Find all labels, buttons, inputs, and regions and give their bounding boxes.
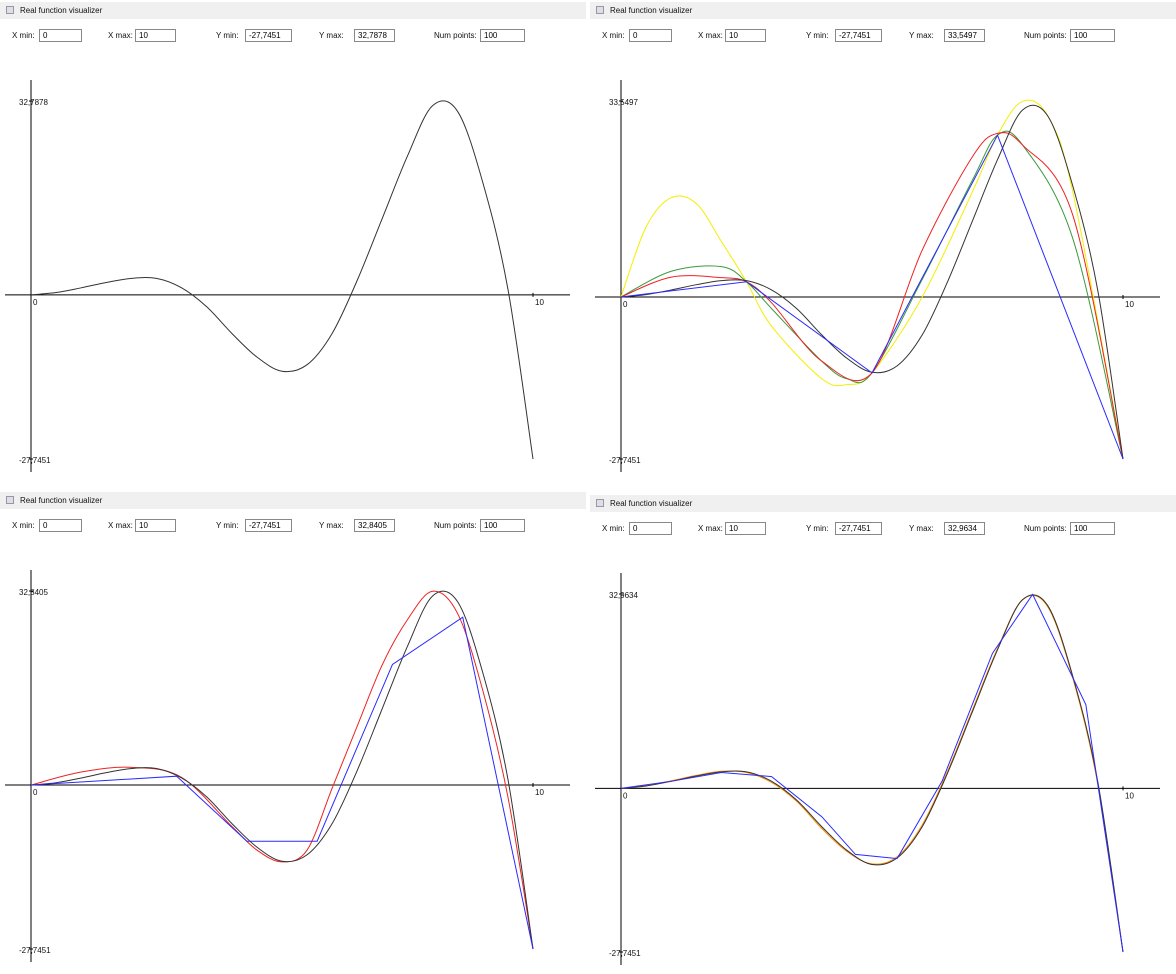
field-label: X max: — [698, 31, 723, 40]
x-tick-label: 0 — [623, 791, 628, 800]
title-bar: Real function visualizer — [0, 492, 586, 509]
window: Real function visualizer X min: 0 X max: 10 Y… — [0, 0, 586, 480]
x-tick-label: 10 — [535, 298, 544, 307]
text-input[interactable]: -27,7451 — [245, 29, 292, 42]
window-title: Real function visualizer — [610, 6, 693, 15]
text-input[interactable]: -27,7451 — [245, 519, 292, 532]
function-curve — [620, 99, 1124, 460]
field-label: Y min: — [216, 521, 239, 530]
text-input[interactable]: 32,7878 — [354, 29, 395, 42]
function-curve — [620, 594, 1124, 953]
title-bar: Real function visualizer — [0, 2, 586, 19]
text-input[interactable]: 10 — [135, 519, 176, 532]
y-tick-label: -27,7451 — [609, 949, 641, 958]
title-bar: Real function visualizer — [590, 495, 1176, 512]
text-input[interactable]: 32,9634 — [944, 522, 985, 535]
function-curve — [30, 590, 534, 950]
function-curve — [620, 130, 1124, 460]
field-label: X max: — [108, 31, 133, 40]
function-curve — [30, 590, 534, 950]
text-input[interactable]: 10 — [725, 29, 766, 42]
text-input[interactable]: 100 — [1070, 29, 1115, 42]
x-tick-label: 0 — [33, 298, 38, 307]
function-curve — [30, 100, 534, 460]
window: Real function visualizer X min: 0 X max: 10 Y… — [590, 493, 1176, 973]
function-curve — [620, 593, 1124, 953]
text-input[interactable]: 0 — [39, 519, 82, 532]
function-curve — [620, 132, 1124, 460]
field-label: Y min: — [216, 31, 239, 40]
field-label: Num points: — [434, 31, 477, 40]
field-label: Y max: — [319, 31, 344, 40]
field-label: Y max: — [909, 524, 934, 533]
text-input[interactable]: -27,7451 — [835, 522, 882, 535]
window-title: Real function visualizer — [610, 499, 693, 508]
plot: 0 10 32,7878 -27,7451 — [5, 80, 570, 472]
app-icon — [596, 499, 604, 507]
field-label: X min: — [12, 31, 35, 40]
text-input[interactable]: 10 — [725, 522, 766, 535]
window: Real function visualizer X min: 0 X max: 10 Y… — [0, 490, 586, 970]
app-icon — [596, 6, 604, 14]
field-label: X max: — [698, 524, 723, 533]
y-tick-label: -27,7451 — [19, 946, 51, 955]
text-input[interactable]: 0 — [629, 522, 672, 535]
field-label: X min: — [602, 31, 625, 40]
text-input[interactable]: 10 — [135, 29, 176, 42]
y-tick-label: 32,7878 — [19, 98, 48, 107]
field-label: Y max: — [319, 521, 344, 530]
field-label: Y min: — [806, 524, 829, 533]
y-tick-label: -27,7451 — [609, 456, 641, 465]
function-curve — [620, 594, 1124, 953]
text-input[interactable]: 0 — [39, 29, 82, 42]
y-tick-label: 33,5497 — [609, 98, 638, 107]
field-label: X min: — [602, 524, 625, 533]
x-tick-label: 10 — [535, 788, 544, 797]
function-curve — [620, 104, 1124, 460]
x-tick-label: 10 — [1125, 300, 1134, 309]
y-tick-label: 32,9634 — [609, 591, 638, 600]
window-title: Real function visualizer — [20, 6, 103, 15]
y-tick-label: -27,7451 — [19, 456, 51, 465]
y-tick-label: 32,8405 — [19, 588, 48, 597]
title-bar: Real function visualizer — [590, 2, 1176, 19]
field-label: Y min: — [806, 31, 829, 40]
field-label: Num points: — [1024, 31, 1067, 40]
app-icon — [6, 496, 14, 504]
field-label: Y max: — [909, 31, 934, 40]
field-label: X max: — [108, 521, 133, 530]
plot: 0 10 32,8405 -27,7451 — [5, 570, 570, 962]
window-title: Real function visualizer — [20, 496, 103, 505]
window: Real function visualizer X min: 0 X max: 10 Y… — [590, 0, 1176, 480]
text-input[interactable]: 100 — [1070, 522, 1115, 535]
x-tick-label: 10 — [1125, 791, 1134, 800]
field-label: Num points: — [434, 521, 477, 530]
text-input[interactable]: 33,5497 — [944, 29, 985, 42]
x-tick-label: 0 — [33, 788, 38, 797]
plot: 0 10 33,5497 -27,7451 — [595, 80, 1160, 472]
text-input[interactable]: -27,7451 — [835, 29, 882, 42]
field-label: X min: — [12, 521, 35, 530]
plot: 0 10 32,9634 -27,7451 — [595, 573, 1160, 965]
text-input[interactable]: 100 — [480, 519, 525, 532]
function-curve — [30, 616, 534, 950]
app-icon — [6, 6, 14, 14]
x-tick-label: 0 — [623, 300, 628, 309]
text-input[interactable]: 0 — [629, 29, 672, 42]
field-label: Num points: — [1024, 524, 1067, 533]
text-input[interactable]: 100 — [480, 29, 525, 42]
text-input[interactable]: 32,8405 — [354, 519, 395, 532]
function-curve — [620, 133, 1124, 460]
